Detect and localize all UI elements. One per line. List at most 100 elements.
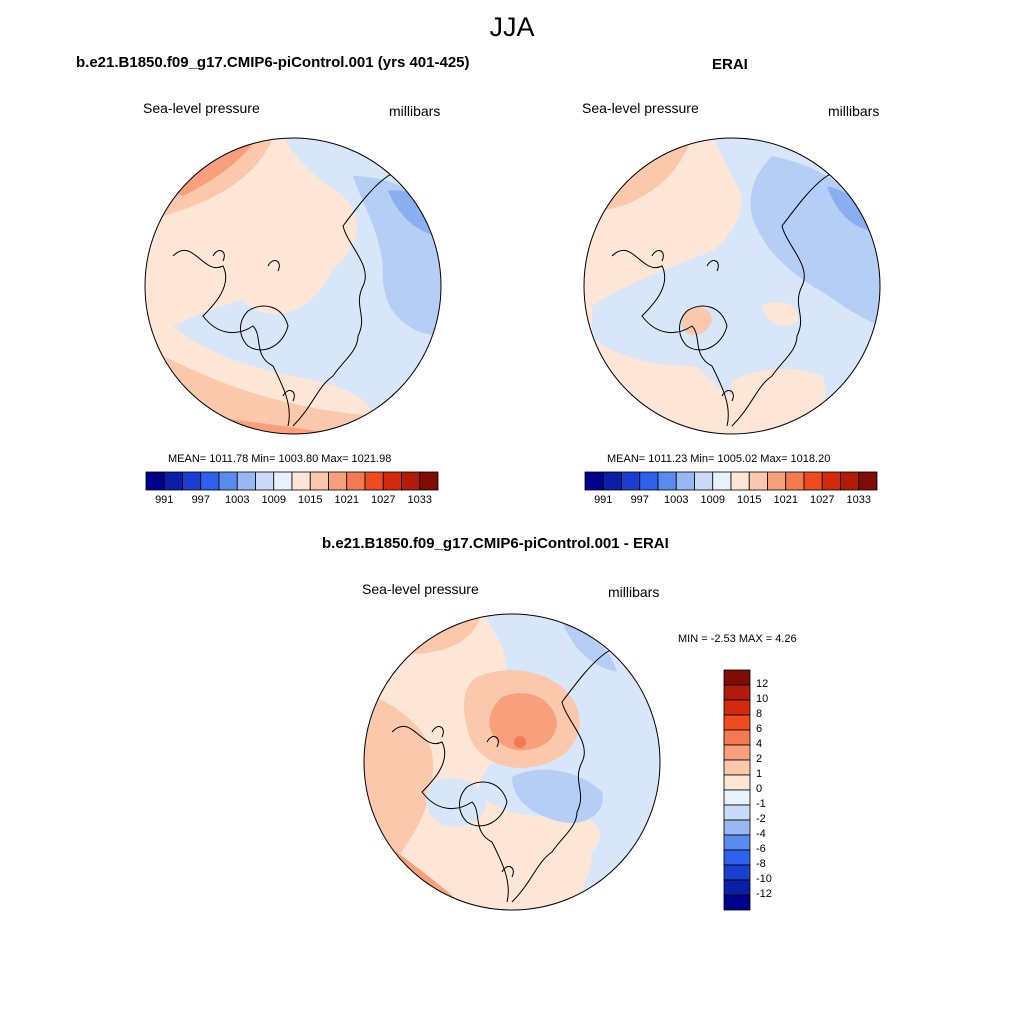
colorbar-tick-label: 1021: [334, 494, 359, 506]
model-colorbar: [145, 471, 439, 491]
colorbar-box: [803, 471, 823, 491]
colorbar-box: [723, 684, 751, 701]
region-arctic-max: [514, 736, 526, 748]
model-panel-title: b.e21.B1850.f09_g17.CMIP6-piControl.001 …: [76, 54, 470, 71]
colorbar-tick-label: 1009: [700, 494, 725, 506]
colorbar-tick-label: 1015: [298, 494, 323, 506]
colorbar-box: [382, 471, 402, 491]
colorbar-box: [145, 471, 165, 491]
coastline-greenland: [240, 305, 289, 351]
colorbar-tick-label: -6: [756, 843, 766, 855]
colorbar-box: [163, 471, 183, 491]
region-east-negative-core: [512, 769, 603, 823]
colorbar-tick-label: 1015: [737, 494, 762, 506]
obs-panel-title: ERAI: [712, 56, 748, 73]
colorbar-box: [291, 471, 311, 491]
region-arctic-positive-core: [489, 693, 557, 751]
colorbar-tick-label: 10: [756, 693, 769, 705]
colorbar-box: [621, 471, 641, 491]
diff-polar-map: [363, 613, 661, 911]
colorbar-tick-label: -1: [756, 798, 766, 810]
region-arctic-high: [219, 202, 336, 315]
obs-polar-map: [583, 137, 881, 435]
colorbar-box: [364, 471, 384, 491]
model-units-label: millibars: [389, 103, 441, 119]
coastline-greenland: [459, 781, 508, 827]
colorbar-box: [255, 471, 275, 491]
diff-variable-label: Sea-level pressure: [362, 581, 479, 597]
colorbar-tick-label: 1009: [261, 494, 286, 506]
model-stats: MEAN= 1011.78 Min= 1003.80 Max= 1021.98: [168, 453, 392, 465]
obs-variable-label: Sea-level pressure: [582, 100, 699, 116]
colorbar-box: [730, 471, 750, 491]
colorbar-box: [723, 744, 751, 761]
colorbar-box: [723, 834, 751, 851]
colorbar-box: [419, 471, 439, 491]
colorbar-box: [767, 471, 787, 491]
colorbar-tick-label: -12: [756, 888, 772, 900]
diff-panel-title: b.e21.B1850.f09_g17.CMIP6-piControl.001 …: [322, 535, 669, 552]
colorbar-box: [200, 471, 220, 491]
coastline-eurasia: [731, 171, 873, 427]
coastline-islands: [431, 726, 514, 878]
colorbar-box: [328, 471, 348, 491]
colorbar-tick-label: 1027: [371, 494, 396, 506]
model-polar-map: [144, 137, 442, 435]
colorbar-box: [723, 864, 751, 881]
colorbar-box: [785, 471, 805, 491]
colorbar-box: [723, 714, 751, 731]
obs-colorbar: [584, 471, 878, 491]
diff-units-label: millibars: [608, 584, 660, 600]
colorbar-box: [346, 471, 366, 491]
colorbar-tick-label: -4: [756, 828, 766, 840]
coastline-eurasia: [511, 647, 653, 903]
colorbar-tick-label: 0: [756, 783, 763, 795]
colorbar-box: [821, 471, 841, 491]
colorbar-box: [639, 471, 659, 491]
colorbar-box: [858, 471, 878, 491]
obs-units-label: millibars: [828, 103, 880, 119]
colorbar-box: [657, 471, 677, 491]
colorbar-box: [723, 849, 751, 866]
colorbar-tick-label: 991: [594, 494, 613, 506]
colorbar-tick-label: 1027: [810, 494, 835, 506]
colorbar-box: [748, 471, 768, 491]
colorbar-box: [218, 471, 238, 491]
colorbar-box: [712, 471, 732, 491]
coastline-north-america: [391, 725, 509, 903]
coastline-islands: [212, 250, 295, 402]
region-northeast-negative: [562, 622, 617, 672]
colorbar-tick-label: -10: [756, 873, 772, 885]
colorbar-box: [723, 669, 751, 686]
colorbar-box: [723, 879, 751, 896]
colorbar-box: [723, 804, 751, 821]
colorbar-tick-label: 6: [756, 723, 763, 735]
colorbar-box: [675, 471, 695, 491]
colorbar-tick-label: 1021: [773, 494, 798, 506]
colorbar-box: [723, 819, 751, 836]
obs-stats: MEAN= 1011.23 Min= 1005.02 Max= 1018.20: [607, 453, 831, 465]
colorbar-tick-label: 1003: [664, 494, 689, 506]
colorbar-box: [273, 471, 293, 491]
coastline-greenland: [679, 305, 728, 351]
region-asia-high: [762, 301, 798, 326]
colorbar-tick-label: 8: [756, 708, 763, 720]
diff-stats: MIN = -2.53 MAX = 4.26: [678, 633, 797, 645]
colorbar-tick-label: -8: [756, 858, 766, 870]
colorbar-tick-label: 997: [630, 494, 649, 506]
colorbar-box: [182, 471, 202, 491]
colorbar-box: [840, 471, 860, 491]
colorbar-tick-label: 991: [155, 494, 174, 506]
diff-colorbar: [723, 669, 751, 911]
colorbar-box: [401, 471, 421, 491]
colorbar-box: [723, 699, 751, 716]
coastline-north-america: [611, 249, 729, 427]
coastline-north-america: [172, 249, 290, 427]
obs-colorbar-ticks: 991 997 1003 1009 1015 1021 1027 1033: [585, 494, 877, 508]
colorbar-box: [723, 729, 751, 746]
colorbar-box: [236, 471, 256, 491]
colorbar-tick-label: 12: [756, 678, 769, 690]
season-title: JJA: [489, 12, 535, 42]
model-variable-label: Sea-level pressure: [143, 100, 260, 116]
colorbar-tick-label: 2: [756, 753, 763, 765]
